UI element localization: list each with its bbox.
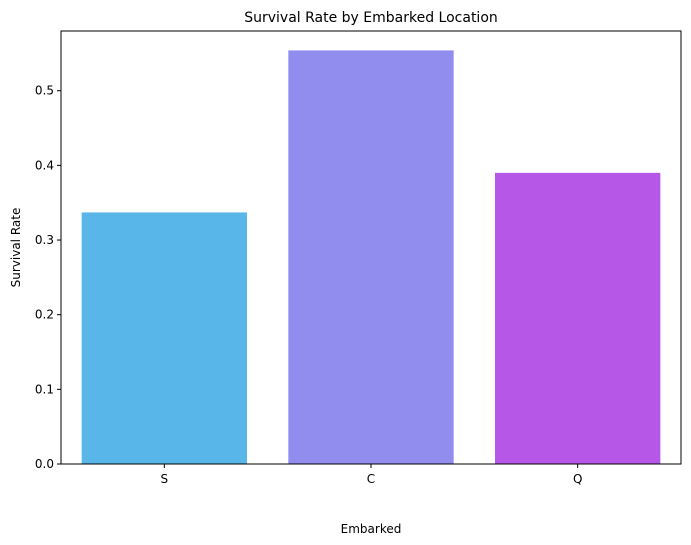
y-axis-ticks: 0.0 0.1 0.2 0.3 0.4 0.5 bbox=[35, 84, 61, 471]
x-tick-label-s: S bbox=[161, 472, 169, 486]
x-tick-label-q: Q bbox=[573, 472, 582, 486]
y-tick-label: 0.0 bbox=[35, 457, 54, 471]
chart-title: Survival Rate by Embarked Location bbox=[244, 10, 498, 26]
x-axis-label: Embarked bbox=[341, 522, 402, 536]
bar-q bbox=[495, 172, 661, 464]
y-tick-label: 0.4 bbox=[35, 158, 54, 172]
y-tick-label: 0.1 bbox=[35, 382, 54, 396]
y-axis-label: Survival Rate bbox=[9, 208, 23, 288]
x-tick-label-c: C bbox=[367, 472, 375, 486]
bar-s bbox=[81, 212, 248, 464]
y-tick-label: 0.5 bbox=[35, 84, 54, 98]
bars-group bbox=[81, 50, 661, 465]
y-tick-label: 0.2 bbox=[35, 308, 54, 322]
y-tick-label: 0.3 bbox=[35, 233, 54, 247]
bar-c bbox=[288, 50, 454, 465]
